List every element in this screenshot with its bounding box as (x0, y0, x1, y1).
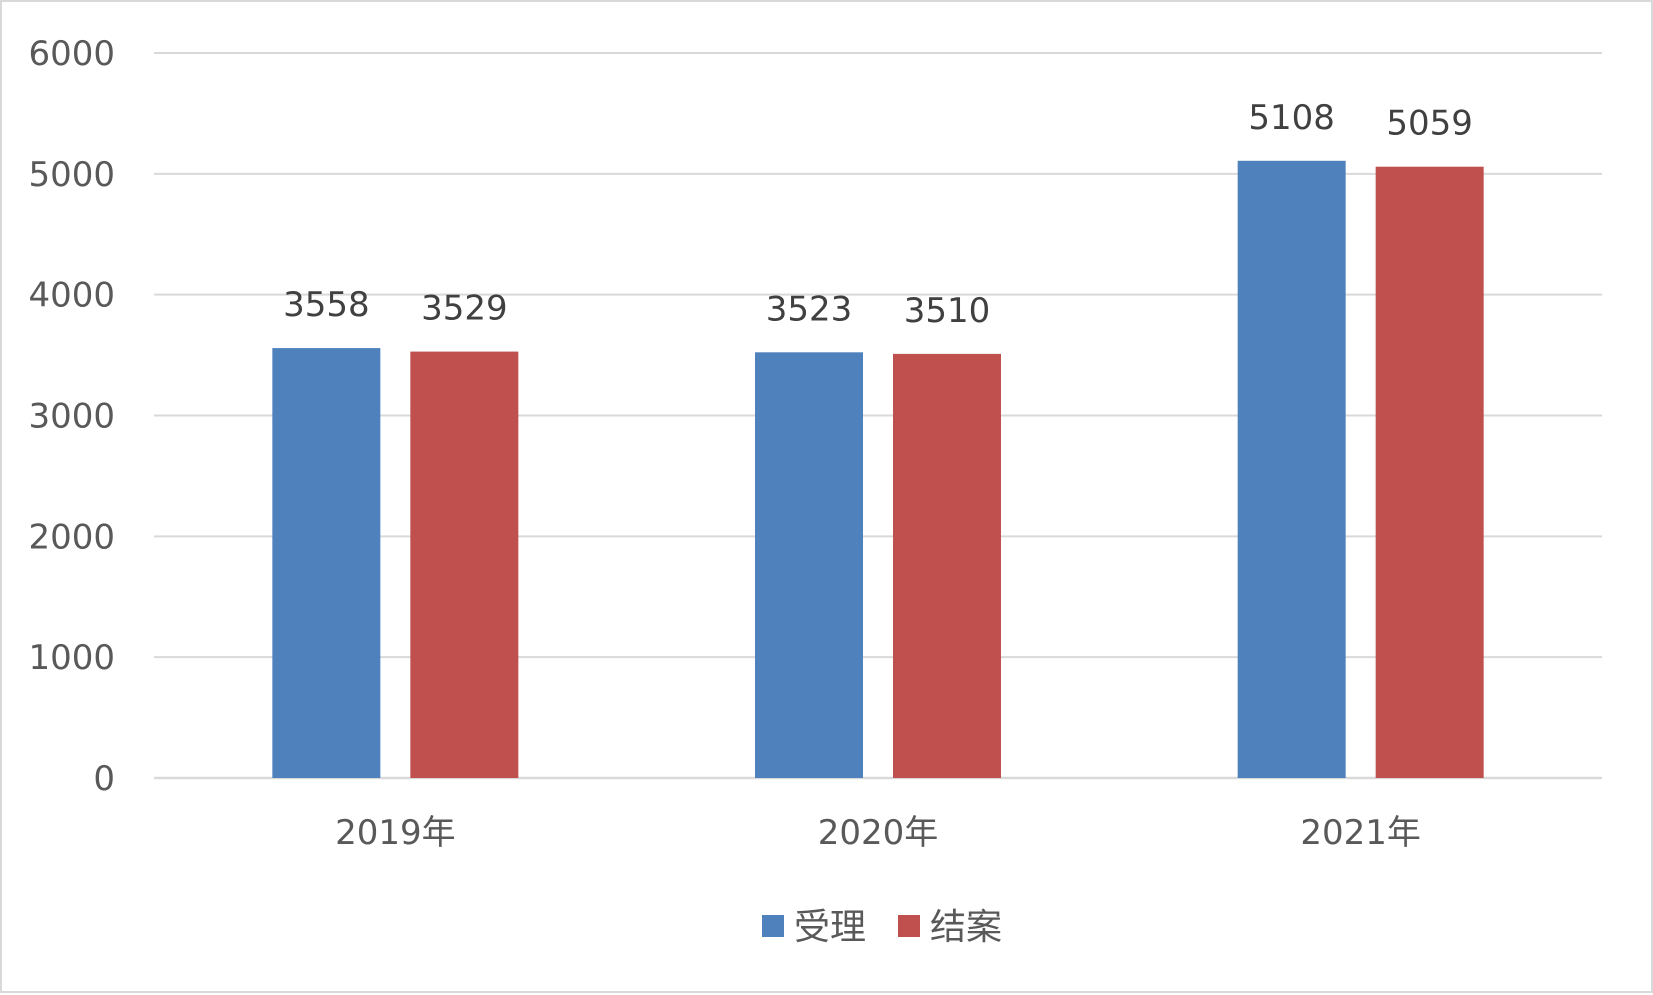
bar-series (272, 160, 1484, 779)
legend: 受理 结案 (762, 907, 1002, 948)
bar-受理-2021年 (1237, 160, 1346, 779)
bar-结案-2021年 (1375, 166, 1484, 778)
bar-受理-2020年 (755, 352, 863, 778)
bar-结案-2019年 (410, 351, 519, 778)
y-tick-label: 0 (93, 759, 115, 799)
data-label: 3510 (904, 291, 991, 331)
data-label: 3529 (421, 289, 508, 329)
x-tick-label: 2019年 (335, 813, 456, 853)
legend-label: 受理 (794, 907, 866, 948)
data-label: 3523 (766, 289, 853, 329)
y-tick-label: 3000 (28, 397, 115, 437)
y-tick-label: 4000 (28, 276, 115, 316)
y-tick-label: 1000 (28, 638, 115, 678)
data-label: 3558 (283, 285, 370, 325)
legend-label: 结案 (930, 907, 1002, 948)
gridlines (154, 52, 1602, 780)
legend-swatch-结案 (898, 915, 920, 937)
x-tick-label: 2020年 (818, 813, 939, 853)
data-label: 5108 (1248, 98, 1335, 138)
data-label: 5059 (1386, 104, 1473, 144)
bar-受理-2019年 (272, 348, 381, 778)
x-tick-label: 2021年 (1300, 813, 1421, 853)
y-tick-label: 5000 (28, 155, 115, 195)
x-axis-tick-labels: 2019年 2020年 2021年 (335, 813, 1421, 853)
y-tick-label: 6000 (28, 34, 115, 74)
legend-swatch-受理 (762, 915, 784, 937)
bar-结案-2020年 (893, 353, 1001, 778)
data-labels: 3558 3529 3523 3510 5108 5059 (283, 98, 1473, 331)
y-tick-label: 2000 (28, 517, 115, 557)
y-axis-tick-labels: 0 1000 2000 3000 4000 5000 6000 (28, 34, 115, 799)
